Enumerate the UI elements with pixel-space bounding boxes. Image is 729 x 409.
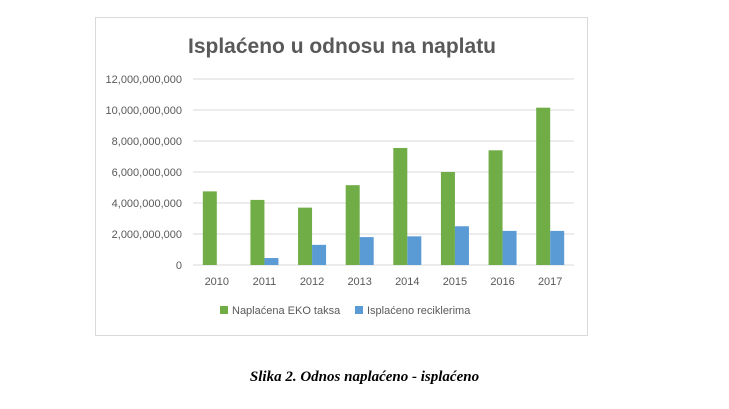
x-tick-label: 2011	[253, 276, 277, 288]
legend-label: Isplaćeno reciklerima	[367, 305, 471, 317]
y-tick-label: 12,000,000,000	[106, 74, 182, 86]
x-tick-label: 2017	[538, 276, 562, 288]
y-tick-label: 6,000,000,000	[112, 167, 182, 179]
bar-2017-series-2	[550, 230, 565, 265]
bar-2014-series-2	[407, 236, 422, 265]
y-tick-label: 10,000,000,000	[106, 105, 182, 117]
y-tick-label: 0	[176, 260, 182, 272]
legend-swatch	[355, 306, 363, 314]
bar-2010-series-1	[202, 191, 217, 265]
bar-2013-series-1	[345, 185, 360, 265]
bar-2011-series-2	[264, 258, 279, 265]
x-tick-label: 2012	[300, 276, 324, 288]
y-tick-label: 2,000,000,000	[112, 229, 182, 241]
legend: Naplaćena EKO taksa Isplaćeno reciklerima	[220, 305, 471, 317]
bar-2012-series-2	[312, 244, 327, 265]
bar-2015-series-1	[440, 172, 455, 265]
bar-2011-series-1	[250, 199, 265, 265]
bar-chart: Isplaćeno u odnosu na naplatu 0 2,000,000…	[106, 35, 574, 317]
chart-container: Isplaćeno u odnosu na naplatu 0 2,000,000…	[95, 17, 588, 336]
chart-title: Isplaćeno u odnosu na naplatu	[188, 35, 496, 58]
bar-2015-series-2	[454, 226, 469, 265]
x-tick-label: 2013	[347, 276, 371, 288]
bar-2012-series-1	[298, 207, 313, 265]
y-tick-label: 8,000,000,000	[112, 136, 182, 148]
bars	[202, 107, 565, 265]
bar-2017-series-1	[536, 107, 551, 265]
y-tick-label: 4,000,000,000	[112, 198, 182, 210]
figure-caption: Slika 2. Odnos naplaćeno - isplaćeno	[249, 369, 480, 385]
bar-2016-series-1	[488, 150, 503, 265]
bar-2014-series-1	[393, 147, 408, 265]
x-tick-label: 2014	[395, 276, 419, 288]
x-tick-label: 2015	[443, 276, 467, 288]
x-tick-label: 2010	[205, 276, 229, 288]
bar-2013-series-2	[359, 237, 374, 265]
x-tick-label: 2016	[490, 276, 514, 288]
gridlines	[193, 78, 574, 266]
legend-label: Naplaćena EKO taksa	[232, 305, 341, 317]
x-axis-ticks: 2010 2011 2012 2013 2014 2015 2016 2017	[205, 276, 563, 288]
y-axis-ticks: 0 2,000,000,000 4,000,000,000 6,000,000,000…	[106, 74, 182, 272]
bar-2016-series-2	[502, 230, 517, 265]
legend-swatch	[220, 306, 228, 314]
